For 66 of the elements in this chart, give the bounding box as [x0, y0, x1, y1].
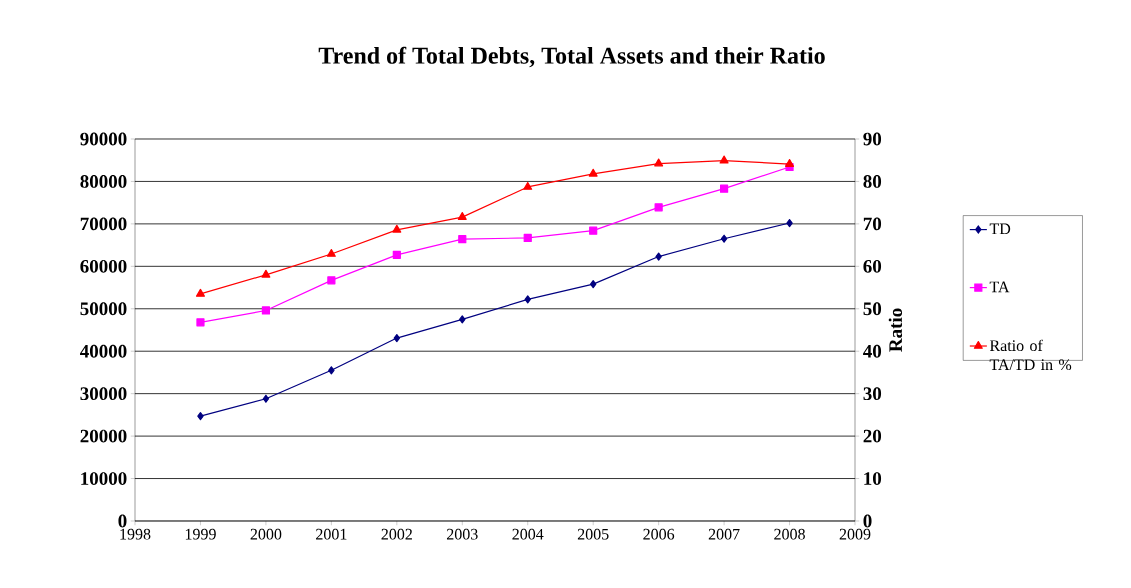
point: [523, 233, 532, 242]
y2-tick-label: 60: [863, 259, 882, 273]
chart-title: Trend of Total Debts, Total Assets and their Ratio: [318, 46, 825, 68]
point: [785, 158, 795, 167]
y2-tick-label: 0: [863, 514, 872, 528]
point: [459, 315, 466, 324]
y-tick-label: 90000: [80, 132, 127, 146]
point: [588, 168, 598, 177]
y2-tick-label: 50: [863, 302, 882, 316]
point: [261, 269, 271, 278]
point: [327, 276, 336, 285]
y-tick-label: 60000: [80, 259, 127, 273]
y-tick-label: 30000: [80, 387, 127, 401]
point: [196, 318, 205, 327]
y-tick-label: 80000: [80, 175, 127, 188]
point: [589, 280, 597, 289]
point: [655, 252, 662, 261]
x-tick-label: 2006: [643, 528, 675, 540]
y-tick-label: 0: [118, 514, 127, 528]
x-tick-label: 2002: [381, 528, 412, 540]
point: [328, 366, 335, 375]
y-tick-label: 50000: [80, 302, 127, 316]
y2-axis-title: Ratio: [888, 308, 903, 352]
y2-tick-label: 80: [863, 175, 882, 188]
point: [786, 218, 793, 228]
y-tick-label: 20000: [80, 429, 127, 443]
point: [326, 248, 336, 257]
y-tick-label: 70000: [80, 217, 127, 231]
point: [393, 333, 401, 343]
point: [720, 234, 728, 243]
x-tick-label: 2000: [250, 528, 282, 540]
x-tick-label: 2004: [512, 528, 544, 540]
point: [457, 211, 467, 220]
y2-tick-label: 70: [863, 217, 882, 231]
x-tick-label: 2003: [446, 528, 478, 540]
x-tick-label: 1999: [185, 528, 216, 540]
point: [458, 235, 467, 244]
point: [654, 158, 664, 167]
legend-label: TD: [989, 223, 1011, 235]
point: [720, 184, 729, 193]
x-tick-label: 2007: [708, 528, 740, 540]
x-tick-label: 2005: [577, 528, 609, 540]
point: [589, 226, 598, 235]
point: [197, 412, 204, 421]
point: [524, 295, 531, 304]
point: [261, 306, 271, 315]
y-tick-label: 10000: [81, 472, 127, 485]
y2-tick-label: 90: [863, 132, 882, 146]
y-tick-label: 40000: [80, 344, 127, 358]
point: [719, 155, 729, 164]
point: [392, 250, 401, 259]
point: [195, 288, 205, 297]
legend-label: Ratio of TA/TD in %: [989, 339, 1072, 371]
legend-label: TA: [989, 281, 1010, 293]
point: [392, 224, 402, 233]
y2-tick-label: 30: [863, 387, 882, 401]
y2-tick-label: 40: [863, 344, 882, 358]
x-tick-label: 1998: [120, 528, 151, 540]
point: [262, 394, 270, 403]
x-tick-label: 2008: [774, 528, 805, 540]
point: [523, 181, 533, 190]
y2-tick-label: 10: [864, 472, 882, 485]
x-tick-label: 2001: [316, 528, 347, 540]
x-tick-label: 2009: [839, 528, 871, 540]
y2-tick-label: 20: [863, 429, 882, 443]
point: [654, 203, 663, 212]
